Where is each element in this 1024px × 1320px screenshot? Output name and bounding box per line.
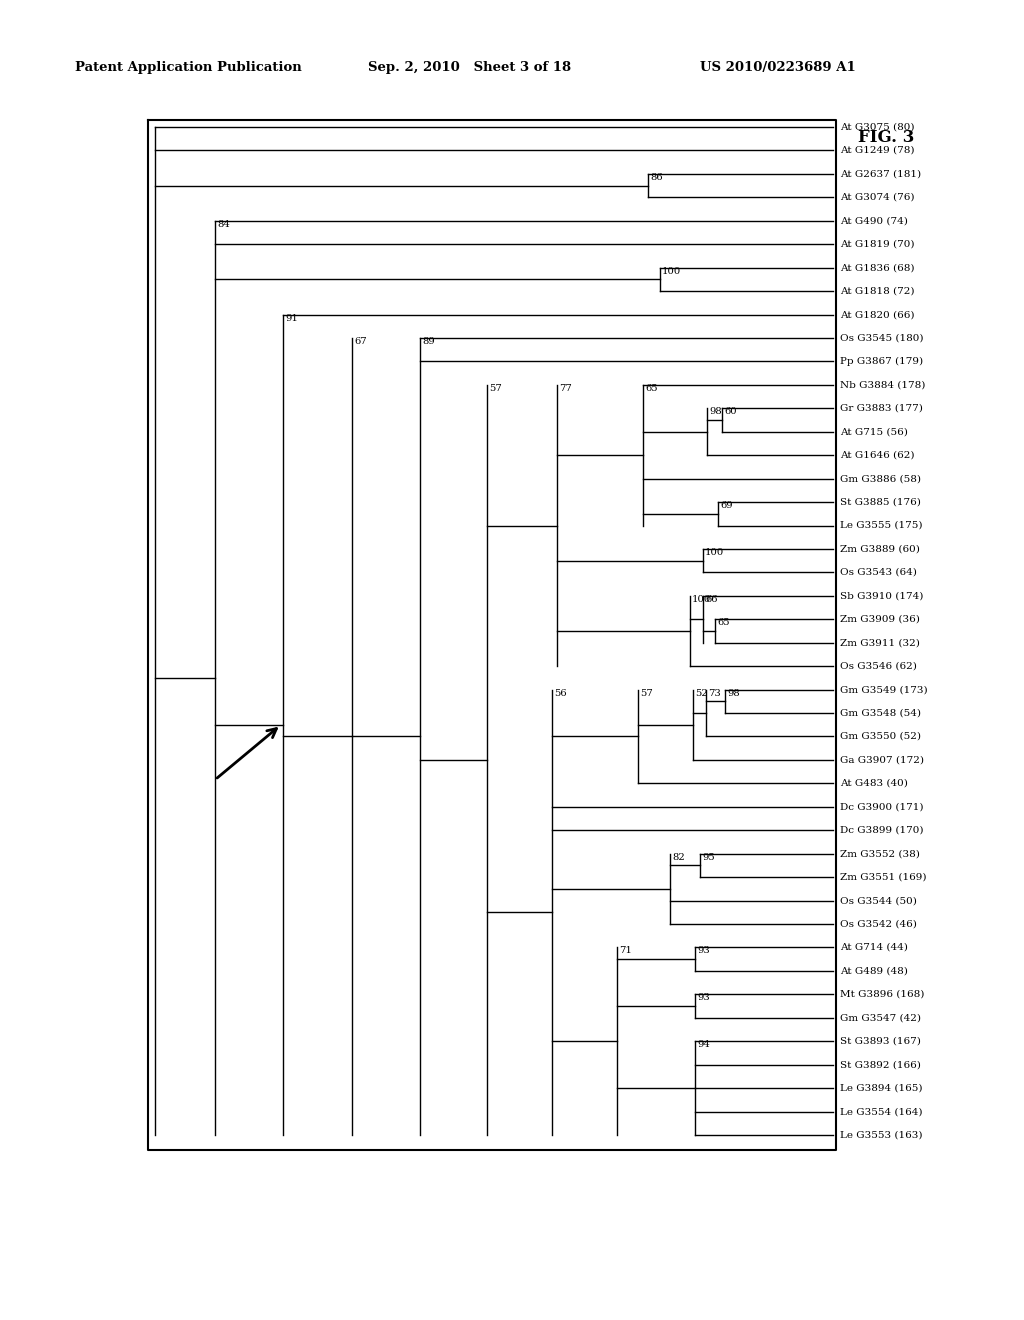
Text: At G3075 (80): At G3075 (80) bbox=[840, 123, 914, 132]
Text: 65: 65 bbox=[717, 618, 730, 627]
Text: 91: 91 bbox=[285, 314, 298, 322]
Text: Gm G3547 (42): Gm G3547 (42) bbox=[840, 1014, 921, 1022]
Text: 82: 82 bbox=[672, 853, 685, 862]
Text: Gm G3550 (52): Gm G3550 (52) bbox=[840, 733, 921, 741]
Text: 52: 52 bbox=[695, 689, 708, 697]
Text: At G714 (44): At G714 (44) bbox=[840, 942, 908, 952]
Text: 100: 100 bbox=[692, 595, 712, 603]
Text: 60: 60 bbox=[724, 408, 736, 416]
Text: 56: 56 bbox=[554, 689, 566, 697]
Text: 77: 77 bbox=[559, 384, 571, 393]
Text: Zm G3889 (60): Zm G3889 (60) bbox=[840, 544, 920, 553]
Text: 93: 93 bbox=[697, 994, 710, 1002]
Text: 98: 98 bbox=[709, 408, 722, 416]
Text: At G1818 (72): At G1818 (72) bbox=[840, 286, 914, 296]
Text: 69: 69 bbox=[720, 502, 732, 510]
Text: Zm G3911 (32): Zm G3911 (32) bbox=[840, 639, 920, 647]
Text: 57: 57 bbox=[640, 689, 652, 697]
Text: Patent Application Publication: Patent Application Publication bbox=[75, 61, 302, 74]
Text: Le G3553 (163): Le G3553 (163) bbox=[840, 1130, 923, 1139]
Text: Ga G3907 (172): Ga G3907 (172) bbox=[840, 755, 924, 764]
Text: Pp G3867 (179): Pp G3867 (179) bbox=[840, 356, 923, 366]
Text: 100: 100 bbox=[705, 548, 724, 557]
Text: 67: 67 bbox=[354, 337, 367, 346]
Text: Os G3546 (62): Os G3546 (62) bbox=[840, 661, 916, 671]
Text: At G1249 (78): At G1249 (78) bbox=[840, 147, 914, 154]
Text: 98: 98 bbox=[727, 689, 739, 697]
Text: Mt G3896 (168): Mt G3896 (168) bbox=[840, 990, 925, 999]
Text: Gr G3883 (177): Gr G3883 (177) bbox=[840, 404, 923, 413]
Text: At G489 (48): At G489 (48) bbox=[840, 966, 908, 975]
Text: Zm G3551 (169): Zm G3551 (169) bbox=[840, 873, 927, 882]
Text: At G490 (74): At G490 (74) bbox=[840, 216, 908, 226]
Text: 95: 95 bbox=[702, 853, 715, 862]
Text: At G715 (56): At G715 (56) bbox=[840, 428, 908, 436]
Text: At G483 (40): At G483 (40) bbox=[840, 779, 908, 788]
Text: Os G3544 (50): Os G3544 (50) bbox=[840, 896, 916, 906]
Text: Os G3542 (46): Os G3542 (46) bbox=[840, 920, 916, 928]
Text: At G1836 (68): At G1836 (68) bbox=[840, 263, 914, 272]
Text: Os G3545 (180): Os G3545 (180) bbox=[840, 334, 924, 342]
Text: At G1646 (62): At G1646 (62) bbox=[840, 450, 914, 459]
Text: At G1819 (70): At G1819 (70) bbox=[840, 240, 914, 248]
Text: 89: 89 bbox=[422, 337, 435, 346]
Text: St G3893 (167): St G3893 (167) bbox=[840, 1036, 921, 1045]
Text: Le G3894 (165): Le G3894 (165) bbox=[840, 1084, 923, 1093]
Text: Os G3543 (64): Os G3543 (64) bbox=[840, 568, 916, 577]
Text: 66: 66 bbox=[705, 595, 718, 603]
Text: Zm G3909 (36): Zm G3909 (36) bbox=[840, 615, 920, 624]
Text: Gm G3886 (58): Gm G3886 (58) bbox=[840, 474, 921, 483]
Text: St G3885 (176): St G3885 (176) bbox=[840, 498, 921, 507]
Text: Gm G3548 (54): Gm G3548 (54) bbox=[840, 709, 921, 718]
Text: At G3074 (76): At G3074 (76) bbox=[840, 193, 914, 202]
Text: Dc G3900 (171): Dc G3900 (171) bbox=[840, 803, 924, 812]
Text: Dc G3899 (170): Dc G3899 (170) bbox=[840, 826, 924, 834]
Text: 57: 57 bbox=[489, 384, 502, 393]
Text: 93: 93 bbox=[697, 946, 710, 956]
Text: FIG. 3: FIG. 3 bbox=[858, 128, 914, 145]
Text: 86: 86 bbox=[650, 173, 663, 182]
Text: 84: 84 bbox=[217, 219, 229, 228]
Text: 100: 100 bbox=[662, 267, 681, 276]
Text: Le G3554 (164): Le G3554 (164) bbox=[840, 1107, 923, 1115]
Text: Sb G3910 (174): Sb G3910 (174) bbox=[840, 591, 924, 601]
Text: At G2637 (181): At G2637 (181) bbox=[840, 169, 922, 178]
Text: 71: 71 bbox=[618, 946, 632, 956]
Text: Zm G3552 (38): Zm G3552 (38) bbox=[840, 849, 920, 858]
Text: Sep. 2, 2010   Sheet 3 of 18: Sep. 2, 2010 Sheet 3 of 18 bbox=[368, 61, 571, 74]
Text: Le G3555 (175): Le G3555 (175) bbox=[840, 521, 923, 531]
Text: 65: 65 bbox=[645, 384, 657, 393]
Text: Gm G3549 (173): Gm G3549 (173) bbox=[840, 685, 928, 694]
Text: Nb G3884 (178): Nb G3884 (178) bbox=[840, 380, 926, 389]
Text: 94: 94 bbox=[697, 1040, 710, 1049]
Text: 73: 73 bbox=[708, 689, 721, 697]
Text: St G3892 (166): St G3892 (166) bbox=[840, 1060, 921, 1069]
Text: At G1820 (66): At G1820 (66) bbox=[840, 310, 914, 319]
Text: US 2010/0223689 A1: US 2010/0223689 A1 bbox=[700, 61, 856, 74]
